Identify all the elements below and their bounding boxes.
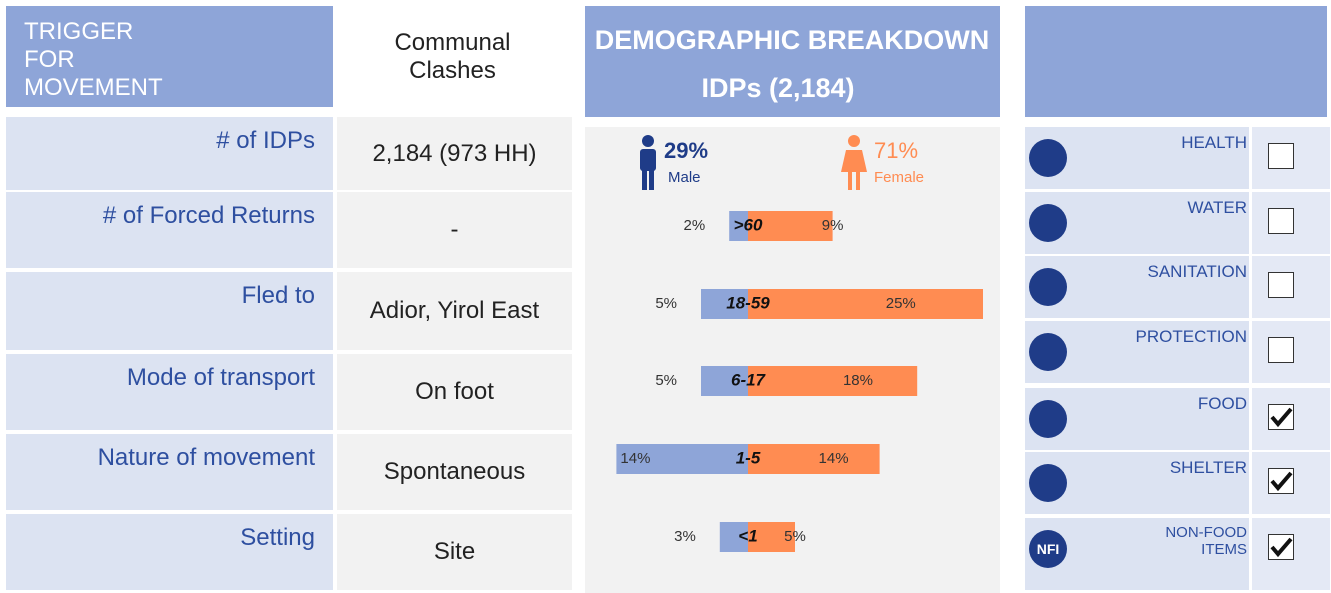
female-value-label: 5% [784,528,806,545]
row-value: 2,184 (973 HH) [333,117,572,190]
male-bar [719,522,748,552]
row-value: Spontaneous [333,434,572,510]
chart-subtitle: IDPs (2,184) [701,73,854,103]
need-row: HEALTH [1025,127,1330,189]
need-checkbox-cell [1249,321,1330,383]
check-stroke [1270,471,1293,492]
chart-title: DEMOGRAPHIC BREAKDOWN [595,25,990,55]
need-icon [1029,400,1067,438]
need-checkbox [1268,534,1294,560]
need-label: WATER [1187,198,1248,217]
category-label: 1-5 [736,448,761,467]
need-checkbox [1268,143,1294,169]
need-icon [1029,333,1067,371]
check-stroke [1270,537,1293,558]
male-total: 29% [664,138,708,163]
need-checkbox-cell [1249,518,1330,590]
female-total: 71% [874,138,918,163]
need-checkbox-cell [1249,452,1330,514]
category-label: >60 [734,215,763,234]
need-label: FOOD [1197,394,1247,413]
need-checkbox-cell [1249,127,1330,189]
category-label: 6-17 [731,370,767,389]
male-value-label: 14% [620,450,650,467]
male-value-label: 5% [655,372,677,389]
need-checkbox [1268,337,1294,363]
need-checkbox [1268,272,1294,298]
check-mark [1270,407,1293,428]
female-caption: Female [874,169,924,186]
female-bar [748,211,833,241]
check-stroke [1270,407,1293,428]
male-caption: Male [668,169,701,186]
row-label: # of Forced Returns [6,192,333,268]
need-icon [1029,139,1067,177]
male-bar [729,211,748,241]
male-bar [616,444,748,474]
need-label: HEALTH [1181,133,1247,152]
chart-bg [585,127,1000,593]
male-value-label: 3% [674,528,696,545]
female-bar [748,444,880,474]
female-bar [748,522,795,552]
female-value-label: 9% [822,217,844,234]
need-checkbox [1268,468,1294,494]
needs-header [1025,6,1327,117]
need-label: PROTECTION [1135,327,1247,346]
row-value: Site [333,514,572,590]
row-label: Fled to [6,272,333,350]
female-value-label: 14% [819,450,849,467]
need-icon [1029,464,1067,502]
need-row: PROTECTION [1025,321,1330,383]
need-row: WATER [1025,192,1330,254]
need-label: NON-FOOD ITEMS [1165,524,1247,558]
female-value-label: 18% [843,372,873,389]
check-mark [1270,471,1293,492]
row-value: Adior, Yirol East [333,272,572,350]
male-bar [701,366,748,396]
need-row: SHELTER [1025,452,1330,514]
need-row: NFI NON-FOOD ITEMS [1025,518,1330,590]
male-icon [640,135,656,190]
chart-header [585,6,1000,117]
need-checkbox-cell [1249,388,1330,450]
row-label: Nature of movement [6,434,333,510]
need-checkbox-cell [1249,256,1330,318]
row-label: Mode of transport [6,354,333,430]
category-label: 18-59 [726,293,770,312]
need-row: FOOD [1025,388,1330,450]
need-checkbox-cell [1249,192,1330,254]
female-bar [748,366,918,396]
need-checkbox [1268,208,1294,234]
need-label: SHELTER [1169,458,1247,477]
need-checkbox [1268,404,1294,430]
row-label: Setting [6,514,333,590]
male-bar [701,289,748,319]
check-mark [1270,537,1293,558]
female-bar [748,289,983,319]
need-icon: NFI [1029,530,1067,568]
row-value: - [333,192,572,268]
need-row: SANITATION [1025,256,1330,318]
header-label: TRIGGER FOR MOVEMENT [6,6,333,107]
header-value: Communal Clashes [333,6,572,107]
row-label: # of IDPs [6,117,333,190]
need-icon [1029,204,1067,242]
male-value-label: 2% [684,217,706,234]
category-label: <1 [738,526,757,545]
female-icon [841,135,867,190]
need-label: SANITATION [1147,262,1248,281]
row-value: On foot [333,354,572,430]
male-value-label: 5% [655,295,677,312]
female-value-label: 25% [886,295,916,312]
need-icon [1029,268,1067,306]
